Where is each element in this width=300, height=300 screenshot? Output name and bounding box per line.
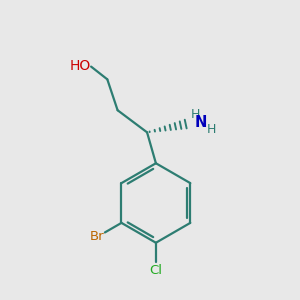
Text: H: H [206,124,216,136]
Text: H: H [190,108,200,121]
Text: HO: HO [69,59,91,73]
Text: Cl: Cl [149,264,162,277]
Text: Br: Br [90,230,105,243]
Text: N: N [195,115,207,130]
